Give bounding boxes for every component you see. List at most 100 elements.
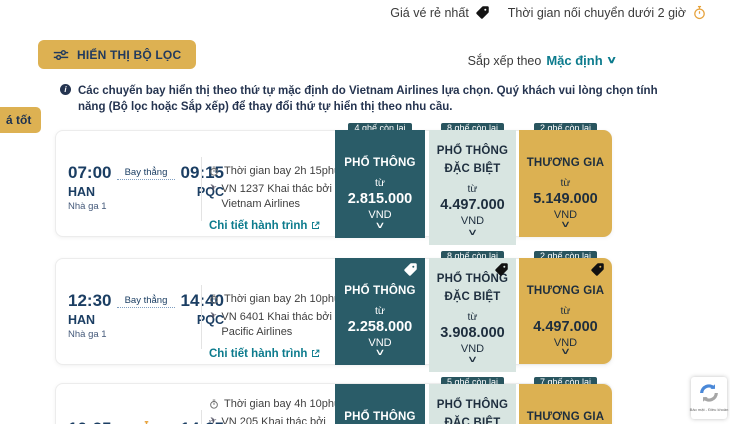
legend-connection: Thời gian nối chuyển dưới 2 giờ [508, 5, 707, 20]
fare-class-name: PHỔ THÔNG ĐẶC BIỆT [436, 399, 509, 424]
recaptcha-icon [700, 384, 718, 402]
show-filters-label: HIỂN THỊ BỘ LỌC [77, 47, 182, 62]
fare-card-premium-economy[interactable]: PHỔ THÔNG ĐẶC BIỆT từ 4.497.000 VND ∨ [429, 130, 516, 245]
fare-from-label: từ [560, 304, 571, 317]
fare-class-name: THƯƠNG GIA [526, 285, 605, 297]
divider [201, 285, 202, 349]
chevron-down-icon[interactable]: ∨ [374, 220, 386, 230]
sort-dropdown[interactable]: Sắp xếp theo Mặc định ∨ [468, 53, 617, 68]
fare-class-name: PHỔ THÔNG [344, 157, 416, 169]
recaptcha-terms-label: Bảo mật - Điều khoản [689, 407, 729, 412]
duration-row: Thời gian bay 2h 10phút [209, 293, 381, 305]
fare-card-economy[interactable]: PHỔ THÔNG [335, 384, 425, 424]
cheapest-tag-icon [591, 263, 604, 276]
fare-class-name: THƯƠNG GIA [526, 411, 605, 423]
chevron-down-icon[interactable]: ∨ [374, 347, 386, 357]
route-dotted-line [117, 307, 175, 308]
stopwatch-icon [138, 420, 155, 424]
recaptcha-badge[interactable]: Bảo mật - Điều khoản [689, 377, 729, 419]
chevron-down-icon[interactable]: ∨ [466, 354, 479, 364]
fare-column-premium-economy: 5 ghế còn lại PHỔ THÔNG ĐẶC BIỆT [429, 372, 516, 424]
departure-block: 10:25 [68, 419, 116, 424]
departure-time: 07:00 [68, 163, 112, 182]
external-link-icon [312, 221, 320, 230]
legend-cheapest-label: Giá vé rẻ nhất [390, 5, 469, 20]
fare-card-business[interactable]: THƯƠNG GIA [519, 384, 612, 424]
fare-currency: VND [368, 208, 392, 221]
stopwatch-icon [694, 5, 705, 20]
external-link-icon [312, 349, 320, 358]
fare-card-premium-economy[interactable]: PHỔ THÔNG ĐẶC BIỆT từ 3.908.000 VND ∨ [429, 258, 516, 372]
route-middle [117, 420, 175, 424]
fare-from-label: từ [375, 176, 385, 189]
info-icon: i [60, 84, 71, 95]
flight-info-text: VN 205 Khai thác bởi Vietnam Airlines [221, 416, 326, 424]
fare-card-business[interactable]: THƯƠNG GIA từ 5.149.000 VND ∨ [519, 130, 612, 237]
fare-column-economy: PHỔ THÔNG [335, 372, 425, 424]
sort-value: Mặc định [546, 53, 603, 68]
fare-class-name: PHỔ THÔNG ĐẶC BIỆT [436, 145, 509, 175]
departure-block: 12:30 HAN Nhà ga 1 [68, 291, 116, 339]
fare-column-business: 2 ghế còn lại THƯƠNG GIA từ 5.149.000 VN… [519, 118, 612, 237]
duration-text: Thời gian bay 2h 10phút [224, 293, 344, 305]
flight-route: 07:00 HAN Nhà ga 1 Bay thẳng 09:15 PQC [68, 163, 224, 212]
fare-price: 2.258.000 [347, 318, 413, 335]
cheapest-tag-icon [404, 263, 417, 276]
fare-column-premium-economy: 8 ghế còn lại PHỔ THÔNG ĐẶC BIỆT từ 4.49… [429, 118, 516, 245]
fare-card-premium-economy[interactable]: PHỔ THÔNG ĐẶC BIỆT [429, 384, 516, 424]
departure-time: 12:30 [68, 291, 112, 310]
chevron-down-icon[interactable]: ∨ [559, 346, 572, 356]
fare-card-economy[interactable]: PHỔ THÔNG từ 2.815.000 VND ∨ [335, 130, 425, 238]
fare-price: 4.497.000 [533, 318, 598, 335]
fare-price: 3.908.000 [440, 324, 505, 341]
fare-from-label: từ [467, 182, 478, 195]
fare-class-name: THƯƠNG GIA [526, 157, 605, 169]
chevron-down-icon[interactable]: ∨ [559, 219, 572, 229]
fare-card-business[interactable]: THƯƠNG GIA từ 4.497.000 VND ∨ [519, 258, 612, 364]
departure-airport: HAN [68, 312, 96, 327]
itinerary-details-link[interactable]: Chi tiết hành trình [209, 348, 381, 360]
departure-time: 10:25 [68, 419, 116, 424]
fare-column-economy: PHỔ THÔNG từ 2.258.000 VND ∨ [335, 246, 425, 365]
show-filters-button[interactable]: HIỂN THỊ BỘ LỌC [38, 40, 197, 69]
legend-connection-label: Thời gian nối chuyển dưới 2 giờ [507, 5, 686, 20]
arrival-block: 14:35 [176, 419, 224, 424]
duration-row: Thời gian bay 4h 10phút [209, 398, 381, 410]
arrival-airport: PQC [196, 184, 224, 199]
divider [201, 410, 202, 424]
clock-icon [210, 294, 218, 304]
fare-class-name: PHỔ THÔNG [344, 285, 416, 297]
fare-currency: VND [368, 336, 392, 349]
flight-number-row: ✈ VN 6401 Khai thác bởi Pacific Airlines [208, 310, 381, 340]
fare-column-premium-economy: 8 ghế còn lại PHỔ THÔNG ĐẶC BIỆT từ 3.90… [429, 246, 516, 372]
flight-route: 12:30 HAN Nhà ga 1 Bay thẳng 14:40 PQC [68, 291, 224, 339]
sliders-icon [53, 49, 69, 60]
fare-currency: VND [460, 214, 485, 227]
good-price-tab[interactable]: á tốt [0, 107, 42, 133]
clock-icon [210, 166, 218, 176]
fare-currency: VND [553, 336, 578, 349]
fare-legend: Giá vé rẻ nhất Thời gian nối chuyển dưới… [390, 5, 707, 20]
fare-currency: VND [553, 208, 578, 221]
fare-card-economy[interactable]: PHỔ THÔNG từ 2.258.000 VND ∨ [335, 258, 425, 365]
arrival-time: 09:15 [180, 163, 224, 182]
duration-text: Thời gian bay 2h 15phút [224, 165, 344, 177]
duration-text: Thời gian bay 4h 10phút [224, 398, 344, 410]
flight-info-text: VN 1237 Khai thác bởi Vietnam Airlines [221, 183, 332, 210]
chevron-down-icon[interactable]: ∨ [466, 227, 479, 237]
itinerary-details-link[interactable]: Chi tiết hành trình [209, 220, 381, 232]
fare-price: 2.815.000 [347, 190, 413, 207]
departure-airport: HAN [68, 184, 96, 199]
flight-type-label: Bay thẳng [124, 167, 168, 178]
duration-row: Thời gian bay 2h 15phút [209, 165, 381, 177]
fare-price: 5.149.000 [533, 190, 598, 207]
flight-info-text: VN 6401 Khai thác bởi Pacific Airlines [221, 311, 332, 338]
departure-terminal: Nhà ga 1 [68, 200, 107, 212]
route-middle: Bay thẳng [117, 164, 175, 180]
itinerary-details-label: Chi tiết hành trình [209, 219, 308, 232]
arrival-block: 14:40 PQC [176, 291, 224, 326]
departure-block: 07:00 HAN Nhà ga 1 [68, 163, 116, 212]
plane-icon: ✈ [207, 182, 219, 195]
fare-column-economy: 4 ghế còn lại PHỔ THÔNG từ 2.815.000 VND… [335, 118, 425, 238]
